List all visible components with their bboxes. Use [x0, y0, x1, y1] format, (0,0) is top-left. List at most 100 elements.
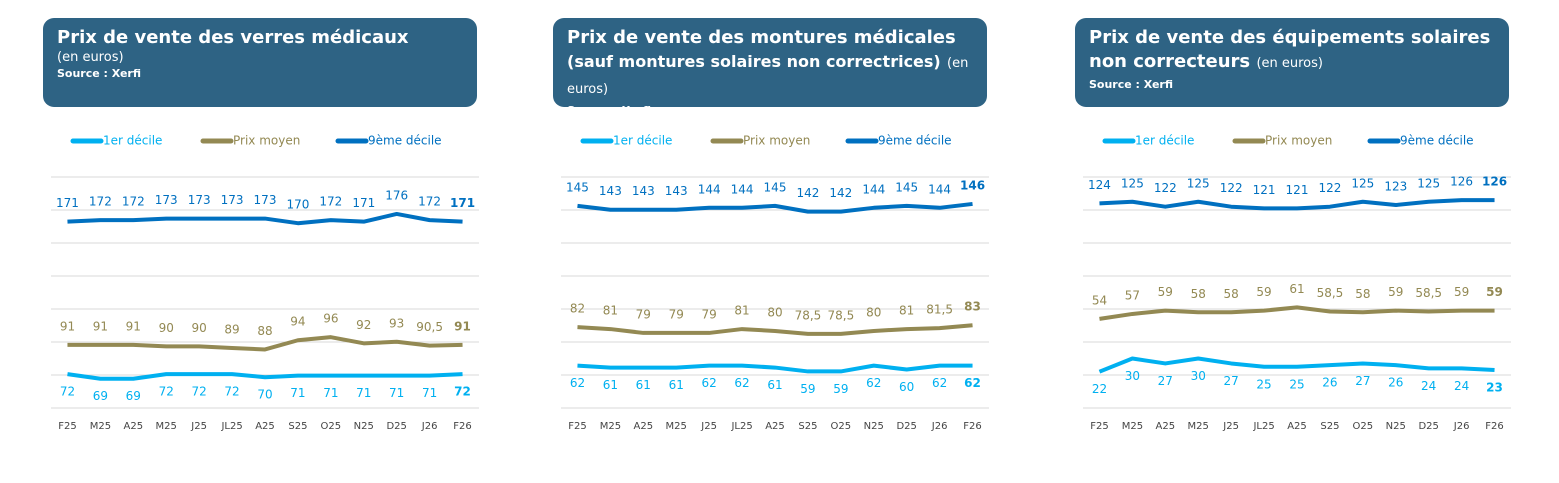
- data-label: 71: [356, 386, 371, 400]
- data-label: 25: [1256, 377, 1271, 391]
- data-label: 125: [1417, 176, 1440, 190]
- data-label: 121: [1253, 183, 1276, 197]
- data-label: 81: [734, 304, 749, 318]
- data-label: 90: [159, 321, 174, 335]
- chart-title-text: Prix de vente des montures médicales: [567, 27, 956, 48]
- data-label: 144: [862, 182, 885, 196]
- legend-label: 1er décile: [1135, 134, 1194, 148]
- data-label: 125: [1351, 176, 1374, 190]
- data-label: 62: [866, 376, 881, 390]
- chart-header: Prix de vente des verres médicaux (en eur…: [43, 18, 477, 107]
- data-label: 59: [1158, 285, 1173, 299]
- data-label: 122: [1220, 181, 1243, 195]
- x-tick-label: M25: [90, 421, 111, 432]
- data-label: 62: [702, 376, 717, 390]
- data-label: 171: [56, 196, 79, 210]
- data-label: 124: [1088, 178, 1111, 192]
- data-label: 23: [1486, 381, 1503, 395]
- data-label: 90,5: [416, 320, 443, 334]
- data-label: 78,5: [827, 308, 854, 322]
- series-line: [577, 363, 973, 374]
- x-tick-label: N25: [354, 421, 374, 432]
- data-label: 58: [1355, 287, 1370, 301]
- data-label: 176: [385, 188, 408, 202]
- data-label: 72: [60, 385, 75, 399]
- series-line: [1099, 305, 1495, 321]
- x-tick-label: J25: [700, 421, 717, 432]
- legend-label: Prix moyen: [743, 134, 810, 148]
- data-label: 22: [1092, 382, 1107, 396]
- x-tick-label: M25: [1122, 421, 1143, 432]
- x-tick-label: O25: [1353, 421, 1374, 432]
- data-label: 82: [570, 302, 585, 316]
- data-label: 144: [928, 182, 951, 196]
- data-label: 91: [60, 319, 75, 333]
- data-label: 121: [1286, 183, 1309, 197]
- data-label: 125: [1121, 176, 1144, 190]
- data-label: 71: [290, 386, 305, 400]
- data-label: 59: [1388, 285, 1403, 299]
- data-label: 30: [1191, 369, 1206, 383]
- data-label: 62: [570, 376, 585, 390]
- x-tick-label: J26: [1453, 421, 1470, 432]
- data-label: 58: [1224, 287, 1239, 301]
- chart-header: Prix de vente des montures médicales (sau…: [553, 18, 987, 117]
- data-label: 24: [1454, 379, 1469, 393]
- data-label: 145: [566, 180, 589, 194]
- series-line: [67, 335, 463, 352]
- data-label: 62: [734, 376, 749, 390]
- data-label: 172: [122, 195, 145, 209]
- x-tick-label: J26: [421, 421, 438, 432]
- x-tick-label: A25: [1156, 421, 1176, 432]
- data-label: 144: [698, 182, 721, 196]
- data-label: 25: [1289, 377, 1304, 391]
- data-label: 69: [126, 389, 141, 403]
- x-tick-label: S25: [288, 421, 307, 432]
- data-label: 126: [1482, 175, 1507, 189]
- data-label: 71: [389, 386, 404, 400]
- x-tick-label: S25: [798, 421, 817, 432]
- chart-title: Prix de vente des équipements solaires n…: [1089, 26, 1495, 76]
- data-label: 93: [389, 316, 404, 330]
- data-label: 125: [1187, 176, 1210, 190]
- data-label: 59: [1486, 285, 1503, 299]
- data-label: 72: [192, 385, 207, 399]
- data-label: 81: [603, 304, 618, 318]
- x-tick-label: A25: [1287, 421, 1307, 432]
- x-tick-label: O25: [321, 421, 342, 432]
- data-label: 81: [899, 304, 914, 318]
- chart-unit: (en euros): [57, 50, 124, 65]
- data-label: 83: [964, 300, 981, 314]
- x-tick-label: J26: [931, 421, 948, 432]
- x-tick-label: N25: [1386, 421, 1406, 432]
- data-label: 173: [188, 193, 211, 207]
- data-label: 30: [1125, 369, 1140, 383]
- data-label: 78,5: [795, 308, 822, 322]
- legend-label: 1er décile: [613, 134, 672, 148]
- x-tick-label: A25: [124, 421, 144, 432]
- data-label: 91: [93, 319, 108, 333]
- x-tick-label: F25: [1090, 421, 1108, 432]
- x-tick-label: M25: [600, 421, 621, 432]
- data-label: 90: [192, 321, 207, 335]
- chart-title-text: Prix de vente des verres médicaux: [57, 27, 409, 48]
- legend-label: 9ème décile: [368, 134, 442, 148]
- legend-label: Prix moyen: [233, 134, 300, 148]
- data-label: 173: [155, 193, 178, 207]
- legend-label: 9ème décile: [878, 134, 952, 148]
- data-label: 58: [1191, 287, 1206, 301]
- data-label: 142: [796, 186, 819, 200]
- data-label: 24: [1421, 379, 1436, 393]
- x-tick-label: N25: [864, 421, 884, 432]
- chart-source: Source : Xerfi: [57, 67, 141, 80]
- data-label: 80: [866, 306, 881, 320]
- data-label: 59: [833, 382, 848, 396]
- chart-title: Prix de vente des montures médicales (sau…: [567, 26, 973, 102]
- chart-title-text: Prix de vente des équipements solaires n…: [1089, 27, 1491, 72]
- data-label: 123: [1384, 180, 1407, 194]
- data-label: 60: [899, 380, 914, 394]
- data-label: 79: [669, 307, 684, 321]
- data-label: 126: [1450, 175, 1473, 189]
- data-label: 59: [800, 382, 815, 396]
